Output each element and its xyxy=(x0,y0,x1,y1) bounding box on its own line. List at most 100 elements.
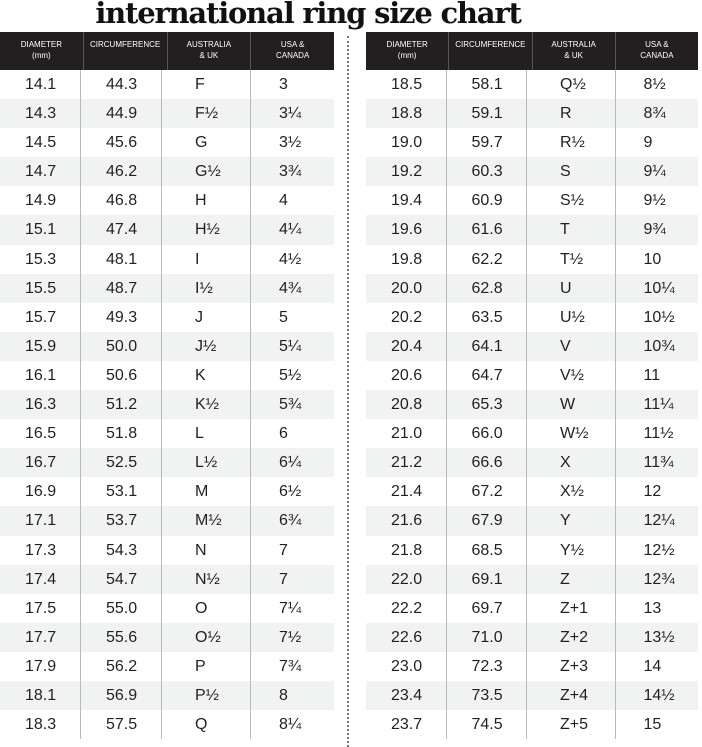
header-circumference: CIRCUMFERENCE xyxy=(84,32,168,70)
cell-usa-canada: 4 xyxy=(279,192,288,210)
table-row: 20.4 64.1 V 10¾ xyxy=(366,331,698,361)
cell-usa-canada: 9 xyxy=(643,134,653,152)
cell-usa-canada: 12 xyxy=(643,483,662,501)
ring-size-table-left: DIAMETER (mm) CIRCUMFERENCE AUSTRALIA & UK… xyxy=(0,32,334,740)
dotted-divider xyxy=(347,36,349,747)
cell-circumference: 55.0 xyxy=(81,593,162,623)
cell-australia-uk: Z+3 xyxy=(527,651,616,681)
cell-usa-canada: 6 xyxy=(279,425,288,443)
cell-circumference: 59.1 xyxy=(447,99,527,129)
table-row: 16.5 51.8 L 6 xyxy=(0,419,334,449)
cell-circumference: 72.3 xyxy=(447,651,527,681)
cell-circumference: 69.1 xyxy=(447,564,527,594)
cell-diameter: 21.6 xyxy=(366,506,447,536)
cell-diameter: 20.8 xyxy=(366,390,447,420)
cell-usa-canada: 11¼ xyxy=(643,396,674,414)
cell-circumference: 66.6 xyxy=(447,448,527,478)
cell-diameter: 20.6 xyxy=(366,360,447,391)
header-circumference: CIRCUMFERENCE xyxy=(449,32,533,70)
cell-circumference: 67.2 xyxy=(447,477,527,507)
table-row: 17.3 54.3 N 7 xyxy=(0,535,334,565)
cell-circumference: 52.5 xyxy=(81,448,162,478)
cell-australia-uk: K½ xyxy=(162,390,251,420)
cell-usa-canada: 7½ xyxy=(279,628,302,646)
cell-circumference: 74.5 xyxy=(447,710,527,740)
table-row: 21.2 66.6 X 11¾ xyxy=(366,448,698,478)
cell-diameter: 17.5 xyxy=(0,593,81,623)
cell-circumference: 47.4 xyxy=(81,215,162,245)
cell-diameter: 16.7 xyxy=(0,448,81,478)
cell-circumference: 50.0 xyxy=(81,331,162,361)
table-row: 14.1 44.3 F 3 xyxy=(0,70,334,100)
cell-usa-canada: 15 xyxy=(643,716,662,734)
cell-usa-canada: 11¾ xyxy=(643,454,674,472)
cell-australia-uk: J xyxy=(162,302,251,332)
cell-australia-uk: I½ xyxy=(162,273,251,303)
cell-usa-canada: 14½ xyxy=(643,686,675,704)
table-row: 22.0 69.1 Z 12¾ xyxy=(366,564,698,594)
cell-circumference: 60.3 xyxy=(447,157,527,187)
table-row: 21.6 67.9 Y 12¼ xyxy=(366,506,698,536)
cell-australia-uk: K xyxy=(162,360,251,391)
table-row: 15.3 48.1 I 4½ xyxy=(0,244,334,274)
cell-australia-uk: Q xyxy=(162,710,251,740)
table-row: 14.9 46.8 H 4 xyxy=(0,186,334,216)
cell-usa-canada: 14 xyxy=(643,657,662,675)
cell-circumference: 59.7 xyxy=(447,128,527,158)
cell-australia-uk: P½ xyxy=(162,680,251,711)
cell-diameter: 22.0 xyxy=(366,564,447,594)
table-row: 21.4 67.2 X½ 12 xyxy=(366,477,698,507)
cell-diameter: 17.9 xyxy=(0,651,81,681)
cell-circumference: 53.1 xyxy=(81,477,162,507)
header-diameter: DIAMETER (mm) xyxy=(0,32,84,70)
cell-australia-uk: O xyxy=(162,593,251,623)
table-row: 17.5 55.0 O 7¼ xyxy=(0,593,334,623)
table-row: 17.7 55.6 O½ 7½ xyxy=(0,622,334,652)
table-row: 15.5 48.7 I½ 4¾ xyxy=(0,273,334,303)
cell-usa-canada: 5 xyxy=(279,308,288,326)
table-row: 15.1 47.4 H½ 4¼ xyxy=(0,215,334,245)
cell-diameter: 14.3 xyxy=(0,99,81,129)
cell-diameter: 14.7 xyxy=(0,157,81,187)
cell-circumference: 46.8 xyxy=(81,186,162,216)
cell-australia-uk: F xyxy=(162,70,251,100)
cell-diameter: 19.8 xyxy=(366,244,447,274)
cell-diameter: 23.0 xyxy=(366,651,447,681)
table-row: 18.8 59.1 R 8¾ xyxy=(366,99,698,129)
cell-australia-uk: G xyxy=(162,128,251,158)
table-row: 16.3 51.2 K½ 5¾ xyxy=(0,390,334,420)
cell-australia-uk: V½ xyxy=(527,360,616,391)
cell-circumference: 56.2 xyxy=(81,651,162,681)
cell-australia-uk: O½ xyxy=(162,622,251,652)
header-usa-canada: USA & CANADA xyxy=(275,40,310,60)
cell-diameter: 18.1 xyxy=(0,680,81,711)
cell-usa-canada: 8 xyxy=(279,686,288,704)
cell-australia-uk: S½ xyxy=(527,186,616,216)
cell-australia-uk: H xyxy=(162,186,251,216)
table-row: 20.0 62.8 U 10¼ xyxy=(366,273,698,303)
cell-circumference: 64.7 xyxy=(447,360,527,391)
cell-usa-canada: 9¾ xyxy=(643,221,666,239)
cell-diameter: 23.7 xyxy=(366,710,447,740)
cell-diameter: 18.3 xyxy=(0,710,81,740)
cell-circumference: 60.9 xyxy=(447,186,527,216)
cell-circumference: 61.6 xyxy=(447,215,527,245)
cell-diameter: 14.1 xyxy=(0,70,81,100)
ring-size-table-right: DIAMETER (mm) CIRCUMFERENCE AUSTRALIA & UK… xyxy=(366,32,698,740)
cell-australia-uk: S xyxy=(527,157,616,187)
cell-usa-canada: 7 xyxy=(279,541,288,559)
cell-australia-uk: Y xyxy=(527,506,616,536)
cell-diameter: 19.6 xyxy=(366,215,447,245)
cell-australia-uk: W xyxy=(527,390,616,420)
cell-australia-uk: G½ xyxy=(162,157,251,187)
table-row: 21.8 68.5 Y½ 12½ xyxy=(366,535,698,565)
table-row: 17.9 56.2 P 7¾ xyxy=(0,651,334,681)
table-row: 14.5 45.6 G 3½ xyxy=(0,128,334,158)
cell-diameter: 16.3 xyxy=(0,390,81,420)
table-row: 17.1 53.7 M½ 6¾ xyxy=(0,506,334,536)
table-row: 16.9 53.1 M 6½ xyxy=(0,477,334,507)
cell-usa-canada: 3½ xyxy=(279,134,302,152)
cell-usa-canada: 11 xyxy=(643,366,661,384)
cell-diameter: 19.0 xyxy=(366,128,447,158)
table-row: 19.6 61.6 T 9¾ xyxy=(366,215,698,245)
